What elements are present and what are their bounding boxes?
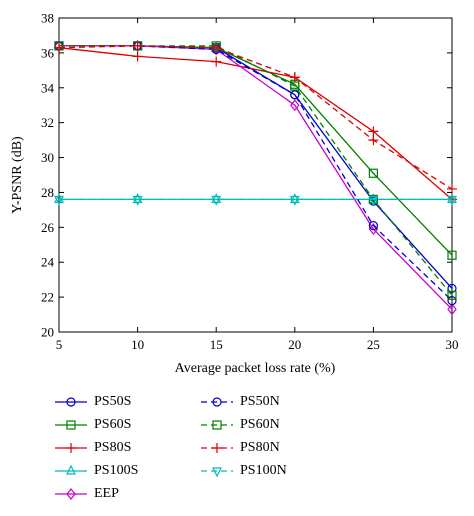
data-point-ps50n bbox=[447, 296, 457, 306]
data-point-ps60s bbox=[447, 250, 457, 260]
legend-entry-ps80s: PS80S bbox=[54, 438, 131, 458]
legend-swatch-ps60n bbox=[201, 420, 233, 430]
legend-label: PS80N bbox=[240, 440, 280, 455]
data-point-ps100n bbox=[368, 195, 379, 206]
y-tick-label: 30 bbox=[41, 150, 54, 165]
data-point-ps100s bbox=[289, 193, 300, 204]
legend-label: PS100S bbox=[94, 463, 139, 478]
legend-entry-ps60s: PS60S bbox=[54, 415, 131, 435]
y-tick-label: 24 bbox=[41, 255, 55, 270]
chart-legend: PS50S PS60S PS80S PS100S EEP PS50N PS60N PS80N P… bbox=[40, 392, 340, 510]
data-point-ps80s bbox=[211, 56, 222, 67]
legend-entry-eep: EEP bbox=[54, 484, 119, 504]
legend-marker bbox=[212, 420, 222, 430]
legend-marker bbox=[66, 420, 76, 430]
legend-marker bbox=[212, 467, 222, 478]
legend-label: PS100N bbox=[240, 463, 287, 478]
legend-label: PS80S bbox=[94, 440, 132, 455]
data-point-ps80s bbox=[368, 126, 379, 137]
y-axis-label: Y-PSNR (dB) bbox=[10, 136, 25, 214]
legend-swatch-ps50s bbox=[55, 397, 87, 407]
x-tick-label: 15 bbox=[210, 337, 223, 352]
data-point-ps100s bbox=[447, 193, 457, 204]
legend-marker bbox=[66, 464, 76, 475]
legend-label: PS60N bbox=[240, 417, 280, 432]
data-point-ps80n bbox=[368, 135, 379, 146]
x-tick-label: 30 bbox=[446, 337, 459, 352]
legend-entry-ps50s: PS50S bbox=[54, 392, 131, 412]
legend-entry-ps100n: PS100N bbox=[200, 461, 287, 481]
legend-swatch-ps100s bbox=[55, 464, 87, 475]
data-point-ps100n bbox=[211, 195, 222, 206]
y-tick-label: 22 bbox=[41, 290, 54, 305]
series-layer bbox=[54, 39, 457, 316]
data-point-ps60s bbox=[368, 168, 378, 178]
legend-marker bbox=[66, 397, 76, 407]
x-tick-label: 20 bbox=[288, 337, 301, 352]
data-point-ps80n bbox=[54, 42, 64, 53]
legend-label: PS60S bbox=[94, 417, 132, 432]
series-line-ps80n bbox=[58, 45, 453, 190]
legend-label: EEP bbox=[94, 486, 119, 501]
legend-marker bbox=[66, 488, 76, 500]
legend-marker bbox=[212, 397, 222, 407]
data-point-ps80s bbox=[132, 51, 143, 62]
plot-area bbox=[58, 17, 453, 333]
legend-swatch-ps80n bbox=[201, 443, 233, 453]
legend-label: PS50N bbox=[240, 394, 280, 409]
legend-marker bbox=[212, 443, 222, 453]
series-line-ps80s bbox=[58, 47, 453, 200]
axis-ticks: 5 10 15 20 25 30 20 22 24 26 28 30 32 34 36 38 bbox=[41, 11, 459, 353]
data-point-eep bbox=[290, 99, 300, 112]
data-point-ps100n bbox=[54, 195, 64, 206]
legend-swatch-ps80s bbox=[55, 443, 87, 453]
y-tick-label: 38 bbox=[41, 11, 54, 26]
legend-entry-ps80n: PS80N bbox=[200, 438, 280, 458]
x-tick-label: 10 bbox=[131, 337, 144, 352]
data-point-ps100s bbox=[54, 193, 64, 204]
y-tick-label: 34 bbox=[41, 80, 55, 95]
data-point-ps50n bbox=[368, 220, 378, 231]
data-point-ps80n bbox=[289, 72, 300, 83]
y-tick-label: 36 bbox=[41, 45, 55, 60]
x-axis-label: Average packet loss rate (%) bbox=[175, 361, 336, 376]
data-point-ps100s bbox=[132, 193, 143, 204]
legend-entry-ps100s: PS100S bbox=[54, 461, 138, 481]
series-ps100n bbox=[54, 195, 457, 206]
legend-swatch-eep bbox=[55, 488, 87, 500]
y-tick-label: 32 bbox=[41, 115, 54, 130]
data-point-ps60n bbox=[447, 290, 457, 300]
line-chart: 5 10 15 20 25 30 20 22 24 26 28 30 32 34 36 38 Average … bbox=[10, 11, 459, 377]
legend-swatch-ps60s bbox=[55, 420, 87, 430]
data-point-ps100n bbox=[132, 195, 143, 206]
legend-label: PS50S bbox=[94, 394, 132, 409]
data-point-ps100n bbox=[447, 195, 457, 206]
legend-marker bbox=[66, 443, 76, 453]
data-point-ps100s bbox=[368, 193, 379, 204]
x-tick-label: 5 bbox=[56, 337, 63, 352]
data-point-ps100s bbox=[211, 193, 222, 204]
series-ps80n bbox=[54, 40, 457, 194]
data-point-eep bbox=[447, 303, 457, 316]
data-point-ps80n bbox=[132, 40, 143, 51]
y-tick-label: 26 bbox=[41, 220, 55, 235]
data-point-ps50n bbox=[290, 90, 300, 100]
data-point-ps100n bbox=[289, 195, 300, 206]
legend-swatch-ps100n bbox=[201, 467, 233, 478]
y-tick-label: 28 bbox=[41, 185, 54, 200]
data-point-ps80n bbox=[211, 42, 222, 53]
legend-swatch-ps50n bbox=[201, 397, 233, 407]
legend-entry-ps60n: PS60N bbox=[200, 415, 280, 435]
y-tick-label: 20 bbox=[41, 325, 54, 340]
data-point-ps50s bbox=[447, 283, 457, 293]
x-tick-label: 25 bbox=[367, 337, 380, 352]
legend-entry-ps50n: PS50N bbox=[200, 392, 280, 412]
